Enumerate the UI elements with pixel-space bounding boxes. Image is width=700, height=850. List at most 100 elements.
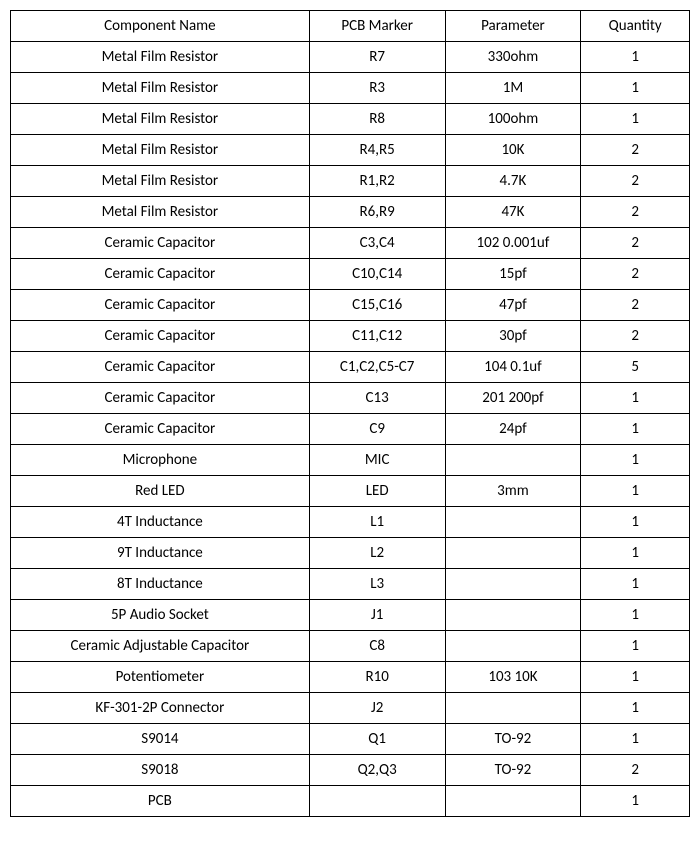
table-cell: 100ohm <box>445 104 581 135</box>
table-row: Ceramic CapacitorC11,C1230pf2 <box>11 321 690 352</box>
table-row: Metal Film ResistorR31M1 <box>11 73 690 104</box>
table-cell: Metal Film Resistor <box>11 197 310 228</box>
table-row: Ceramic CapacitorC1,C2,C5-C7104 0.1uf5 <box>11 352 690 383</box>
table-row: PotentiometerR10103 10K1 <box>11 662 690 693</box>
table-cell: 1 <box>581 662 690 693</box>
table-cell: 102 0.001uf <box>445 228 581 259</box>
table-cell: 1 <box>581 383 690 414</box>
table-cell: C8 <box>309 631 445 662</box>
table-cell <box>445 569 581 600</box>
table-cell: L3 <box>309 569 445 600</box>
table-cell: L1 <box>309 507 445 538</box>
table-cell: L2 <box>309 538 445 569</box>
table-cell: Ceramic Capacitor <box>11 259 310 290</box>
table-cell: R3 <box>309 73 445 104</box>
table-cell: Metal Film Resistor <box>11 166 310 197</box>
table-cell: 47K <box>445 197 581 228</box>
table-cell: R6,R9 <box>309 197 445 228</box>
table-cell <box>445 507 581 538</box>
table-cell: 1 <box>581 631 690 662</box>
table-cell: Ceramic Capacitor <box>11 290 310 321</box>
col-header-marker: PCB Marker <box>309 11 445 42</box>
table-cell: 1 <box>581 476 690 507</box>
table-cell: 2 <box>581 197 690 228</box>
table-cell: 330ohm <box>445 42 581 73</box>
table-cell: Q2,Q3 <box>309 755 445 786</box>
table-cell: 1M <box>445 73 581 104</box>
table-cell: R8 <box>309 104 445 135</box>
table-row: 9T InductanceL21 <box>11 538 690 569</box>
table-cell: 1 <box>581 414 690 445</box>
table-cell: Ceramic Capacitor <box>11 352 310 383</box>
table-cell: 1 <box>581 104 690 135</box>
table-cell: 9T Inductance <box>11 538 310 569</box>
table-cell: C13 <box>309 383 445 414</box>
col-header-parameter: Parameter <box>445 11 581 42</box>
col-header-quantity: Quantity <box>581 11 690 42</box>
table-cell: J2 <box>309 693 445 724</box>
table-header-row: Component Name PCB Marker Parameter Quan… <box>11 11 690 42</box>
table-cell <box>445 786 581 817</box>
table-cell: 5 <box>581 352 690 383</box>
table-cell: 1 <box>581 73 690 104</box>
table-cell: C15,C16 <box>309 290 445 321</box>
table-cell: 1 <box>581 600 690 631</box>
table-cell: C9 <box>309 414 445 445</box>
table-cell <box>445 693 581 724</box>
table-cell: 15pf <box>445 259 581 290</box>
table-row: Metal Film ResistorR4,R510K2 <box>11 135 690 166</box>
table-cell: 2 <box>581 228 690 259</box>
table-cell: Metal Film Resistor <box>11 135 310 166</box>
table-cell: 8T Inductance <box>11 569 310 600</box>
table-row: Ceramic CapacitorC10,C1415pf2 <box>11 259 690 290</box>
table-cell: TO-92 <box>445 724 581 755</box>
table-cell: 1 <box>581 507 690 538</box>
table-cell: Potentiometer <box>11 662 310 693</box>
table-row: Metal Film ResistorR7330ohm1 <box>11 42 690 73</box>
table-row: 4T InductanceL11 <box>11 507 690 538</box>
table-cell: 2 <box>581 755 690 786</box>
table-cell <box>445 445 581 476</box>
table-cell <box>445 631 581 662</box>
table-cell: 10K <box>445 135 581 166</box>
table-cell: 1 <box>581 445 690 476</box>
table-row: Red LEDLED3mm1 <box>11 476 690 507</box>
table-cell: 104 0.1uf <box>445 352 581 383</box>
table-cell: Ceramic Capacitor <box>11 414 310 445</box>
table-row: Ceramic CapacitorC3,C4102 0.001uf2 <box>11 228 690 259</box>
table-row: Ceramic Adjustable CapacitorC81 <box>11 631 690 662</box>
table-cell: 201 200pf <box>445 383 581 414</box>
table-cell: Microphone <box>11 445 310 476</box>
table-cell: J1 <box>309 600 445 631</box>
table-cell: LED <box>309 476 445 507</box>
table-row: S9014Q1TO-921 <box>11 724 690 755</box>
table-cell: 4.7K <box>445 166 581 197</box>
table-cell: 2 <box>581 135 690 166</box>
table-cell: Ceramic Capacitor <box>11 383 310 414</box>
table-cell: C10,C14 <box>309 259 445 290</box>
table-cell: 1 <box>581 569 690 600</box>
table-cell: 5P Audio Socket <box>11 600 310 631</box>
col-header-component: Component Name <box>11 11 310 42</box>
table-cell: 24pf <box>445 414 581 445</box>
table-row: 8T InductanceL3 1 <box>11 569 690 600</box>
table-cell: 1 <box>581 786 690 817</box>
table-row: Metal Film ResistorR8100ohm1 <box>11 104 690 135</box>
table-cell: Metal Film Resistor <box>11 104 310 135</box>
table-row: Ceramic CapacitorC15,C1647pf2 <box>11 290 690 321</box>
table-cell: C1,C2,C5-C7 <box>309 352 445 383</box>
table-cell: R4,R5 <box>309 135 445 166</box>
table-cell: Red LED <box>11 476 310 507</box>
table-cell: KF-301-2P Connector <box>11 693 310 724</box>
table-cell: Metal Film Resistor <box>11 42 310 73</box>
table-cell: Metal Film Resistor <box>11 73 310 104</box>
table-cell: R7 <box>309 42 445 73</box>
table-cell: 1 <box>581 42 690 73</box>
table-cell: 30pf <box>445 321 581 352</box>
table-cell: C3,C4 <box>309 228 445 259</box>
table-cell: 1 <box>581 724 690 755</box>
table-cell: S9014 <box>11 724 310 755</box>
table-cell: 2 <box>581 321 690 352</box>
table-row: Ceramic CapacitorC924pf1 <box>11 414 690 445</box>
table-cell: 2 <box>581 259 690 290</box>
